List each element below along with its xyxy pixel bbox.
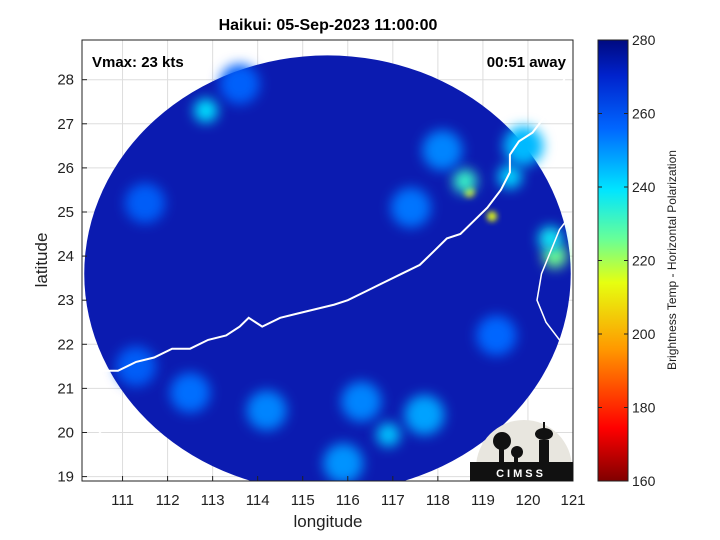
brightness-feature bbox=[486, 211, 497, 222]
y-tick-label: 24 bbox=[57, 248, 74, 265]
y-tick-label: 25 bbox=[57, 204, 74, 221]
coastline-taiwan bbox=[536, 211, 573, 341]
satellite-swath bbox=[84, 55, 571, 481]
brightness-features bbox=[116, 64, 567, 481]
x-tick-label: 118 bbox=[426, 492, 450, 509]
x-tick-label: 114 bbox=[246, 492, 270, 509]
colorbar-label: Brightness Temp - Horizontal Polarizatio… bbox=[665, 150, 679, 370]
y-tick-label: 23 bbox=[57, 292, 74, 309]
brightness-feature bbox=[246, 390, 287, 431]
plot-frame bbox=[81, 39, 574, 482]
brightness-feature bbox=[116, 346, 157, 387]
brightness-feature bbox=[503, 125, 544, 166]
coastline-hainan bbox=[82, 427, 119, 473]
brightness-feature bbox=[538, 226, 563, 251]
colorbar-tick-label: 240 bbox=[632, 179, 656, 195]
chart-title: Haikui: 05-Sep-2023 11:00:00 bbox=[219, 17, 438, 34]
x-tick-label: 113 bbox=[201, 492, 225, 509]
x-tick-label: 111 bbox=[111, 492, 134, 509]
brightness-feature bbox=[193, 98, 218, 123]
y-tick-label: 27 bbox=[57, 116, 74, 133]
y-axis-label: latitude bbox=[32, 233, 51, 288]
y-tick-label: 19 bbox=[57, 469, 74, 486]
y-tick-label: 26 bbox=[57, 160, 74, 177]
y-tick-label: 21 bbox=[57, 380, 74, 397]
coastline bbox=[90, 61, 573, 381]
brightness-feature bbox=[125, 183, 166, 224]
brightness-feature bbox=[452, 169, 477, 194]
x-axis-ticks: 111 112 113 114 115 116 117 118 119 120 121 bbox=[111, 476, 586, 509]
x-tick-label: 115 bbox=[291, 492, 315, 509]
brightness-feature bbox=[476, 315, 517, 356]
x-tick-label: 119 bbox=[471, 492, 495, 509]
brightness-feature bbox=[376, 422, 401, 447]
x-tick-label: 121 bbox=[560, 492, 585, 509]
brightness-feature bbox=[422, 130, 463, 171]
colorbar-ticks: 160 180 200 220 240 260 280 bbox=[598, 32, 656, 489]
y-axis-ticks: 19 20 21 22 23 24 25 26 27 28 bbox=[57, 72, 87, 486]
brightness-feature bbox=[404, 394, 445, 435]
y-tick-label: 22 bbox=[57, 336, 74, 353]
colorbar-tick-label: 180 bbox=[632, 400, 656, 416]
brightness-feature bbox=[323, 443, 364, 481]
logo-text: CIMSS bbox=[496, 468, 546, 480]
x-tick-label: 117 bbox=[381, 492, 405, 509]
x-axis-label: longitude bbox=[293, 512, 362, 531]
colorbar bbox=[597, 39, 629, 482]
y-tick-label: 20 bbox=[57, 424, 74, 441]
y-tick-label: 28 bbox=[57, 72, 74, 89]
vmax-annotation: Vmax: 23 kts bbox=[92, 54, 184, 71]
cimss-logo: CIMSS bbox=[470, 420, 573, 481]
brightness-feature bbox=[390, 187, 431, 228]
colorbar-tick-label: 160 bbox=[632, 473, 656, 489]
colorbar-tick-label: 200 bbox=[632, 326, 656, 342]
colorbar-tick-label: 260 bbox=[632, 106, 656, 122]
colorbar-tick-label: 280 bbox=[632, 32, 656, 48]
brightness-feature bbox=[219, 64, 260, 105]
x-tick-label: 120 bbox=[515, 492, 540, 509]
brightness-feature bbox=[170, 372, 211, 413]
time-away-annotation: 00:51 away bbox=[487, 54, 567, 71]
colorbar-tick-label: 220 bbox=[632, 253, 656, 269]
x-tick-label: 116 bbox=[336, 492, 360, 509]
brightness-feature bbox=[341, 381, 382, 422]
x-tick-label: 112 bbox=[156, 492, 180, 509]
